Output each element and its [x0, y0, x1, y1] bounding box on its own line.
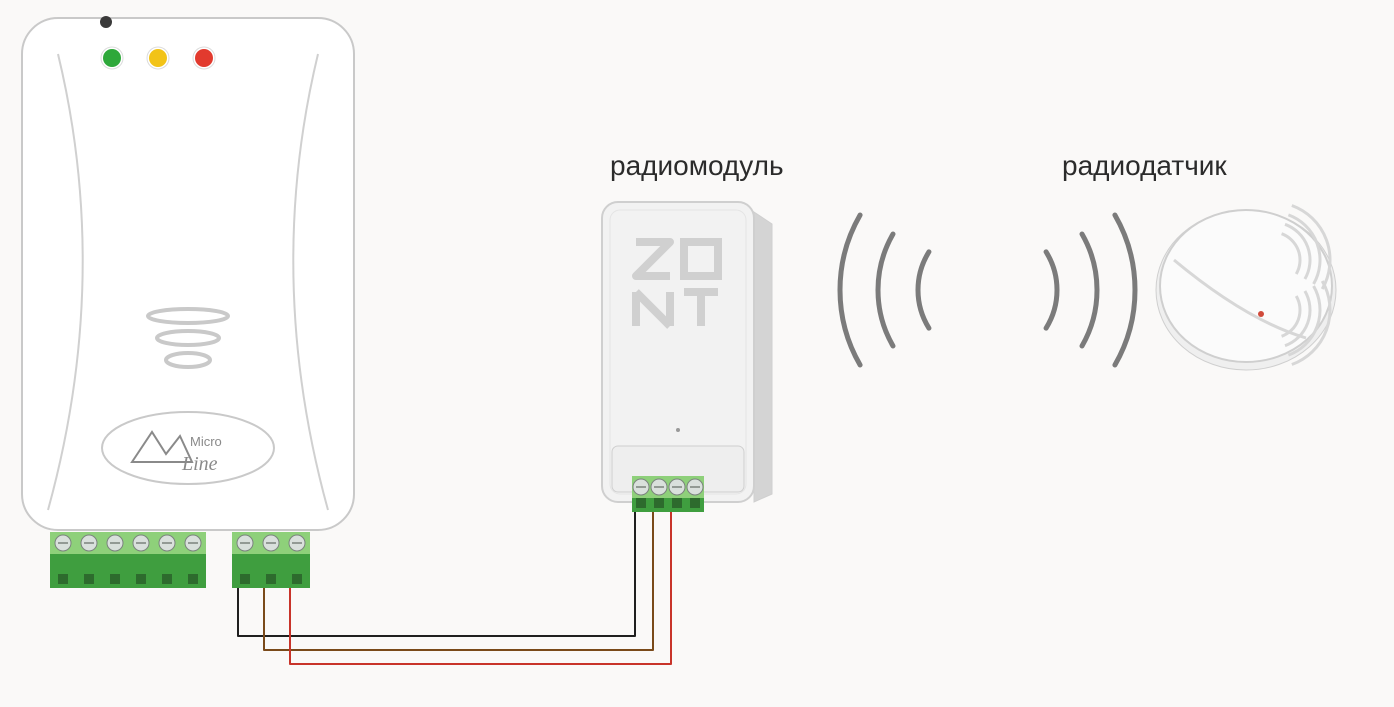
svg-text:Line: Line [181, 453, 218, 475]
radio-sensor-device [1156, 205, 1336, 370]
terminal-block [232, 532, 310, 588]
controller-device: Micro Line [22, 16, 354, 530]
terminal-block [632, 476, 704, 512]
radio-waves [840, 215, 1135, 365]
svg-text:Micro: Micro [190, 434, 222, 449]
wiring-diagram: Micro Line [0, 0, 1394, 707]
terminal-block [50, 532, 206, 588]
radio-module-device [602, 202, 772, 512]
